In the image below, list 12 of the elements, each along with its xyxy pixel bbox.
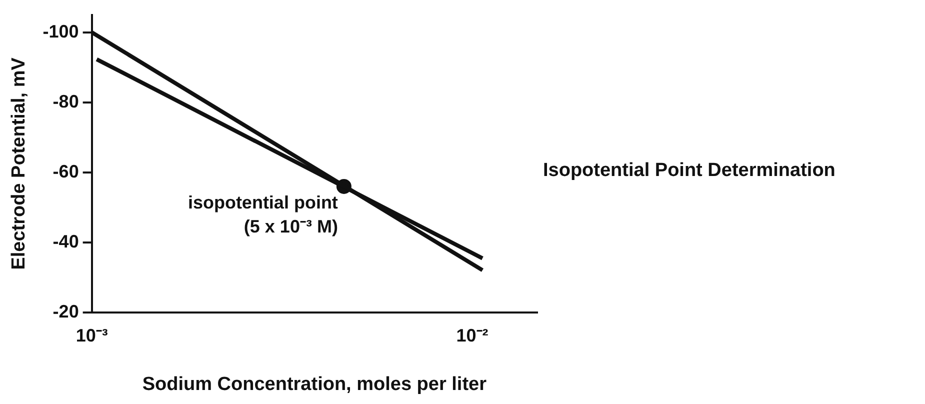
x-tick-label: 10⁻³	[76, 325, 108, 346]
annotation: isopotential point	[188, 192, 338, 212]
x-axis-title: Sodium Concentration, moles per liter	[142, 374, 488, 395]
y-tick-label: -80	[52, 91, 79, 112]
y-tick-label: -100	[42, 21, 79, 42]
annotation: (5 x 10⁻³ M)	[244, 216, 338, 236]
text: Isopotential Point Determination	[543, 160, 836, 182]
y-axis-title: Electrode Potential, mV	[8, 57, 30, 270]
y-tick-label: -20	[52, 302, 79, 322]
y-tick-label: -60	[52, 161, 79, 182]
x-tick-label: 10⁻²	[456, 325, 488, 346]
y-tick-label: -40	[52, 232, 79, 252]
